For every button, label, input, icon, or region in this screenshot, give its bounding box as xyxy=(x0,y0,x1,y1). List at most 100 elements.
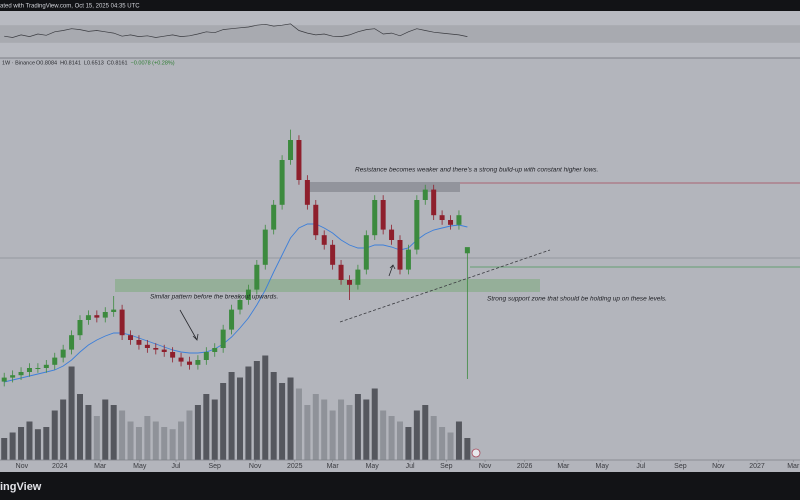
volume-bar xyxy=(1,438,8,460)
volume-bar xyxy=(68,366,75,460)
ohlc-value: C0.8161 xyxy=(107,60,128,66)
volume-bar xyxy=(455,421,462,460)
volume-bar xyxy=(413,410,420,460)
volume-bar xyxy=(203,394,210,460)
volume-bar xyxy=(304,405,311,460)
x-tick-label: Nov xyxy=(16,463,29,470)
volume-bar xyxy=(60,399,67,460)
candle-body xyxy=(77,320,83,336)
candle-body xyxy=(161,349,167,352)
volume-bar xyxy=(363,399,370,460)
rsi-band xyxy=(0,25,800,43)
candle-body xyxy=(372,200,378,236)
annotation: Strong support zone that should be holdi… xyxy=(487,296,667,303)
candle-body xyxy=(431,189,437,216)
x-tick-label: 2025 xyxy=(287,463,303,470)
ohlc-value: H0.8141 xyxy=(60,60,81,66)
volume-bar xyxy=(194,405,201,460)
candle-body xyxy=(422,189,428,200)
volume-bar xyxy=(380,410,387,460)
volume-bar xyxy=(270,372,277,460)
volume-bar xyxy=(211,399,218,460)
volume-bar xyxy=(253,361,260,460)
candle-body xyxy=(288,140,294,160)
candle-body xyxy=(136,340,142,345)
trendline xyxy=(339,249,551,323)
candle-body xyxy=(313,204,319,236)
arrow xyxy=(388,264,396,277)
x-tick-label: May xyxy=(133,463,147,470)
candle-body xyxy=(186,361,192,365)
annotation: Resistance becomes weaker and there's a … xyxy=(355,167,599,174)
x-tick-label: Jul xyxy=(172,463,181,470)
candle-body xyxy=(203,352,209,360)
volume-bar xyxy=(77,394,83,460)
volume-bar xyxy=(169,429,176,460)
candle-body xyxy=(94,315,100,318)
candle-body xyxy=(237,300,243,310)
candle-body xyxy=(355,269,361,285)
annotation: Similar pattern before the breakout upwa… xyxy=(150,294,278,301)
volume-bar xyxy=(178,421,185,460)
volume-bar xyxy=(354,394,361,460)
volume-bar xyxy=(85,405,92,460)
candle-body xyxy=(397,240,403,270)
edit-icon[interactable] xyxy=(471,448,481,458)
candle-body xyxy=(439,215,445,220)
x-tick-label: Sep xyxy=(440,463,453,470)
volume-bar xyxy=(321,399,328,460)
x-tick-label: 2026 xyxy=(517,463,533,470)
volume-bar xyxy=(279,383,286,460)
volume-bar xyxy=(127,421,134,460)
volume-bar xyxy=(102,399,109,460)
candle-body xyxy=(245,289,251,300)
rsi-line xyxy=(4,23,468,38)
candle-body xyxy=(389,229,395,240)
x-tick-label: 2027 xyxy=(749,463,765,470)
volume-bar xyxy=(287,377,294,460)
volume-bar xyxy=(51,410,58,460)
x-tick-label: Sep xyxy=(674,463,687,470)
x-tick-label: Mar xyxy=(557,463,570,470)
candle-body xyxy=(279,160,285,205)
volume-bar xyxy=(371,388,378,460)
candle-body xyxy=(456,215,462,225)
volume-bar xyxy=(9,432,16,460)
x-tick-label: May xyxy=(366,463,380,470)
candle-body xyxy=(405,249,411,270)
candle-body xyxy=(296,140,302,180)
moving-average xyxy=(4,223,468,383)
candle-body xyxy=(43,364,49,368)
ohlc-value: O0.8084 xyxy=(36,60,57,66)
volume-bar xyxy=(405,427,412,460)
footer xyxy=(0,472,800,500)
symbol: 1W · Binance xyxy=(2,60,35,66)
candle-body xyxy=(346,280,352,285)
candle-body xyxy=(338,264,344,280)
candle-body xyxy=(144,344,150,348)
header: ated with TradingView.com, Oct 15, 2025 … xyxy=(0,4,140,10)
volume-bar xyxy=(152,421,159,460)
candle-body xyxy=(229,309,235,330)
candle-body xyxy=(102,312,108,318)
candle-body xyxy=(170,352,176,358)
candle-body xyxy=(60,349,66,358)
volume-bar xyxy=(119,410,126,460)
volume-bar xyxy=(338,399,345,460)
candle-body xyxy=(380,200,386,230)
ohlc-value: L0.6513 xyxy=(84,60,104,66)
candle-body xyxy=(330,244,336,265)
volume-bar xyxy=(220,383,227,460)
logo: ingView xyxy=(0,481,42,493)
candle-body xyxy=(85,315,91,320)
candle-body xyxy=(304,180,310,205)
volume-bar xyxy=(262,355,269,460)
x-tick-label: 2024 xyxy=(52,463,68,470)
volume-bar xyxy=(237,377,243,460)
arrow xyxy=(179,309,199,341)
candle-body xyxy=(271,204,277,230)
volume-bar xyxy=(26,421,33,460)
x-tick-label: Nov xyxy=(249,463,262,470)
